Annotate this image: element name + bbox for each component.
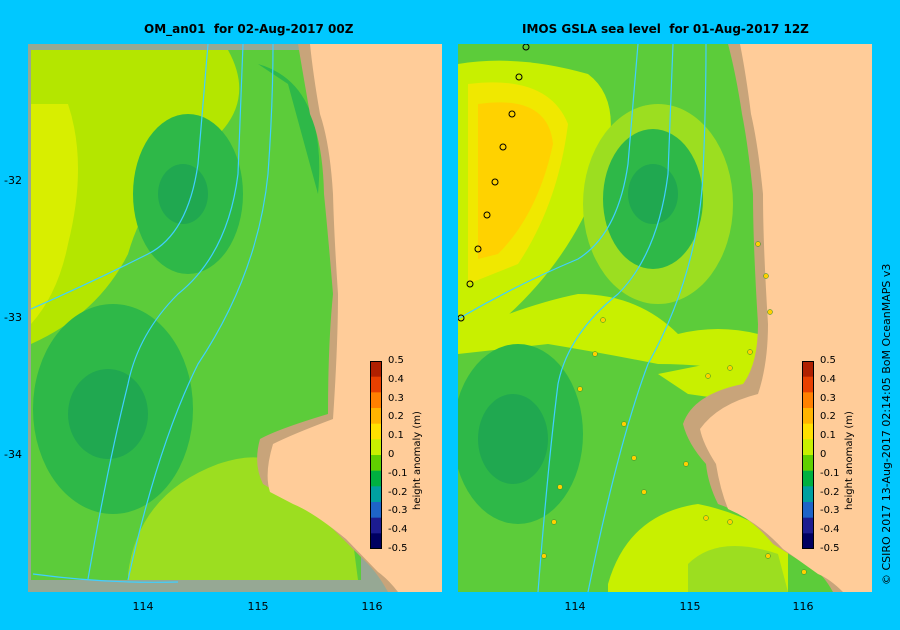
- colorbar-segment: [370, 439, 382, 456]
- colorbar-segment: [802, 408, 814, 425]
- colorbar-segment: [370, 423, 382, 440]
- colorbar-tick-label: 0.3: [388, 392, 404, 404]
- colorbar-tick-label: 0.5: [388, 355, 404, 366]
- colorbar-tick-label: -0.3: [820, 505, 840, 517]
- colorbar-segment: [802, 533, 814, 549]
- land: [267, 44, 442, 592]
- colorbar-segment: [802, 517, 814, 534]
- colorbar-tick-label: -0.5: [388, 543, 408, 554]
- colorbar-segment: [802, 361, 814, 378]
- colorbar-tick-label: -0.4: [820, 524, 840, 536]
- colorbar-segment: [370, 392, 382, 409]
- colorbar-tick-label: 0: [388, 449, 395, 460]
- credit-text: © CSIRO 2017 13-Aug-2017 02:14:05 BoM Oc…: [880, 263, 893, 585]
- colorbar-segment: [370, 455, 382, 472]
- colorbar-segment: [802, 502, 814, 519]
- colorbar-segment: [370, 470, 382, 487]
- colorbar-segment: [370, 517, 382, 534]
- colorbar-title: height anomaly (m): [412, 411, 423, 510]
- drifter-markers: [541, 241, 807, 575]
- colorbar-segment: [802, 455, 814, 472]
- colorbar-tick-label: 0.1: [820, 430, 836, 442]
- colorbar-tick-label: 0: [820, 449, 827, 460]
- colorbar-tick-label: 0.2: [388, 411, 404, 423]
- x-tick-label: 114: [564, 600, 586, 613]
- colorbar-title: height anomaly (m): [844, 411, 855, 510]
- colorbar-segment: [802, 486, 814, 503]
- observation-markers: [458, 44, 530, 322]
- colorbar-segment: [370, 361, 382, 378]
- colorbar-segment: [802, 470, 814, 487]
- colorbar-segment: [370, 533, 382, 549]
- land: [700, 44, 872, 592]
- colorbar-segment: [370, 408, 382, 425]
- bathymetry-contours: [30, 44, 274, 583]
- colorbar-tick-label: 0.4: [388, 373, 404, 385]
- colorbar-segment: [802, 423, 814, 440]
- colorbar-segment: [802, 376, 814, 393]
- colorbar-tick-label: 0.5: [820, 355, 836, 366]
- colorbar-tick-label: -0.2: [820, 486, 840, 498]
- colorbar-left: [370, 361, 382, 549]
- left-map-title: OM_an01 for 02-Aug-2017 00Z: [144, 22, 354, 36]
- y-tick-label: -33: [4, 311, 22, 324]
- colorbar-tick-label: -0.4: [388, 524, 408, 536]
- y-tick-label: -32: [4, 174, 22, 187]
- x-tick-label: 115: [679, 600, 701, 613]
- right-map-title: IMOS GSLA sea level for 01-Aug-2017 12Z: [522, 22, 809, 36]
- x-tick-label: 115: [247, 600, 269, 613]
- bathymetry-contours: [458, 44, 707, 592]
- x-tick-label: 116: [361, 600, 383, 613]
- colorbar-tick-label: -0.1: [820, 467, 840, 479]
- colorbar-tick-label: 0.2: [820, 411, 836, 423]
- colorbar-segment: [802, 392, 814, 409]
- colorbar-tick-label: 0.3: [820, 392, 836, 404]
- colorbar-tick-label: 0.1: [388, 430, 404, 442]
- colorbar-tick-label: -0.2: [388, 486, 408, 498]
- left-map: [28, 44, 442, 592]
- colorbar-tick-label: 0.4: [820, 373, 836, 385]
- colorbar-segment: [370, 486, 382, 503]
- colorbar-segment: [802, 439, 814, 456]
- x-tick-label: 116: [792, 600, 814, 613]
- x-tick-label: 114: [132, 600, 154, 613]
- colorbar-tick-label: -0.3: [388, 505, 408, 517]
- colorbar-tick-label: -0.1: [388, 467, 408, 479]
- colorbar-segment: [370, 376, 382, 393]
- y-tick-label: -34: [4, 448, 22, 461]
- colorbar-segment: [370, 502, 382, 519]
- colorbar-tick-label: -0.5: [820, 543, 840, 554]
- colorbar-right: [802, 361, 814, 549]
